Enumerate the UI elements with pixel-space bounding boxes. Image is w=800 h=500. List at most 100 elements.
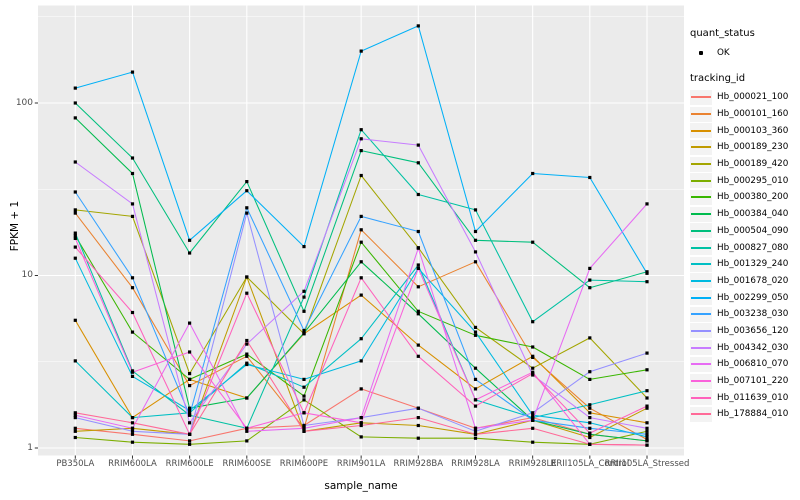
data-point bbox=[531, 416, 535, 420]
legend-key-swatch bbox=[690, 156, 712, 172]
legend-key-line-icon bbox=[691, 163, 711, 166]
data-point bbox=[302, 398, 306, 402]
data-point bbox=[359, 423, 363, 428]
black-point-icon bbox=[699, 50, 703, 55]
legend-key-swatch bbox=[690, 273, 712, 289]
data-point bbox=[531, 440, 535, 444]
legend-entry-label: Hb_178884_010 bbox=[717, 409, 789, 420]
data-point bbox=[588, 442, 592, 446]
data-point bbox=[130, 214, 135, 218]
data-point bbox=[130, 310, 135, 315]
data-point bbox=[302, 295, 306, 299]
data-point bbox=[416, 229, 420, 234]
data-point bbox=[245, 206, 249, 210]
data-point bbox=[416, 354, 420, 358]
data-point bbox=[302, 423, 306, 428]
data-point bbox=[473, 260, 478, 264]
legend-tracking-entries: Hb_000021_100 Hb_000101_160 Hb_000103_360 H… bbox=[690, 89, 798, 423]
data-point bbox=[588, 416, 592, 420]
data-point bbox=[531, 411, 535, 415]
data-point bbox=[359, 128, 363, 132]
x-tick-label: PB350LA bbox=[56, 459, 95, 469]
data-point bbox=[73, 236, 77, 240]
legend-key-line-icon bbox=[691, 380, 711, 383]
data-point bbox=[359, 276, 363, 280]
legend-entry: Hb_001678_020 bbox=[690, 273, 798, 290]
legend-key-swatch bbox=[690, 323, 712, 339]
data-point bbox=[130, 432, 135, 436]
data-point bbox=[416, 436, 420, 440]
legend-entry: Hb_004342_030 bbox=[690, 339, 798, 356]
data-point bbox=[359, 149, 363, 153]
legend-entry-label: Hb_001678_020 bbox=[717, 275, 789, 286]
data-point bbox=[359, 435, 363, 439]
data-point bbox=[73, 435, 77, 440]
data-point bbox=[588, 266, 592, 270]
data-point bbox=[130, 421, 135, 425]
legend-key-swatch bbox=[690, 189, 712, 205]
data-point bbox=[73, 116, 77, 120]
data-point bbox=[473, 404, 478, 408]
data-point bbox=[359, 359, 363, 363]
data-point bbox=[245, 189, 249, 193]
legend-entry-label: Hb_000827_080 bbox=[717, 242, 789, 253]
legend-entry-label: Hb_002299_050 bbox=[717, 292, 789, 303]
data-point bbox=[473, 432, 478, 436]
legend-entry: Hb_001329_240 bbox=[690, 256, 798, 273]
legend-entry-label: Hb_000380_200 bbox=[717, 192, 789, 203]
legend-entry-label: Hb_000295_010 bbox=[717, 175, 789, 186]
data-point bbox=[473, 429, 478, 433]
data-point bbox=[302, 331, 306, 335]
data-point bbox=[359, 293, 363, 297]
data-point bbox=[73, 411, 77, 415]
legend-key-line-icon bbox=[691, 396, 711, 399]
legend-entry-label: Hb_001329_240 bbox=[717, 259, 789, 270]
data-point bbox=[245, 211, 249, 215]
data-point bbox=[531, 426, 535, 430]
data-point bbox=[302, 394, 306, 398]
data-point bbox=[416, 406, 420, 410]
data-point bbox=[245, 396, 249, 400]
data-point bbox=[588, 435, 592, 440]
data-point bbox=[245, 362, 249, 367]
legend-entry: Hb_000103_360 bbox=[690, 122, 798, 139]
y-axis-title: FPKM + 1 bbox=[9, 200, 21, 252]
data-point bbox=[531, 418, 535, 422]
data-point bbox=[531, 320, 535, 324]
legend-quant-status-item: OK bbox=[690, 44, 798, 61]
legend-entry-label: Hb_011639_010 bbox=[717, 392, 789, 403]
legend-key-line-icon bbox=[691, 346, 711, 349]
x-tick-label: RRIM901LA bbox=[336, 459, 386, 469]
x-axis-title: sample_name bbox=[324, 480, 398, 492]
data-point bbox=[416, 416, 420, 420]
legend-entry: Hb_000827_080 bbox=[690, 239, 798, 256]
legend-key-swatch bbox=[690, 223, 712, 239]
legend-key-line-icon bbox=[691, 413, 711, 416]
data-point bbox=[416, 161, 420, 165]
legend-entry: Hb_011639_010 bbox=[690, 389, 798, 406]
data-point bbox=[130, 156, 135, 160]
legend-entry: Hb_000189_420 bbox=[690, 156, 798, 173]
data-point bbox=[188, 432, 192, 436]
data-point bbox=[645, 406, 649, 410]
legend-entry-label: Hb_000103_360 bbox=[717, 125, 789, 136]
data-point bbox=[188, 413, 192, 417]
legend-key-swatch bbox=[690, 306, 712, 322]
data-point bbox=[416, 266, 420, 270]
data-point bbox=[130, 202, 135, 206]
legend-entry: Hb_003238_030 bbox=[690, 306, 798, 323]
x-tick-label: RRIM928LA bbox=[451, 459, 500, 469]
data-point bbox=[588, 406, 592, 410]
data-point bbox=[188, 238, 192, 242]
legend-key-swatch bbox=[690, 206, 712, 222]
data-point bbox=[416, 263, 420, 267]
data-point bbox=[588, 411, 592, 415]
legend: quant_status OK tracking_id Hb_000021_10… bbox=[690, 28, 798, 423]
data-point bbox=[73, 245, 77, 249]
data-point bbox=[130, 70, 135, 74]
data-point bbox=[473, 377, 478, 381]
data-point bbox=[188, 408, 192, 413]
legend-key-swatch bbox=[690, 123, 712, 139]
legend-entry: Hb_000384_040 bbox=[690, 206, 798, 223]
